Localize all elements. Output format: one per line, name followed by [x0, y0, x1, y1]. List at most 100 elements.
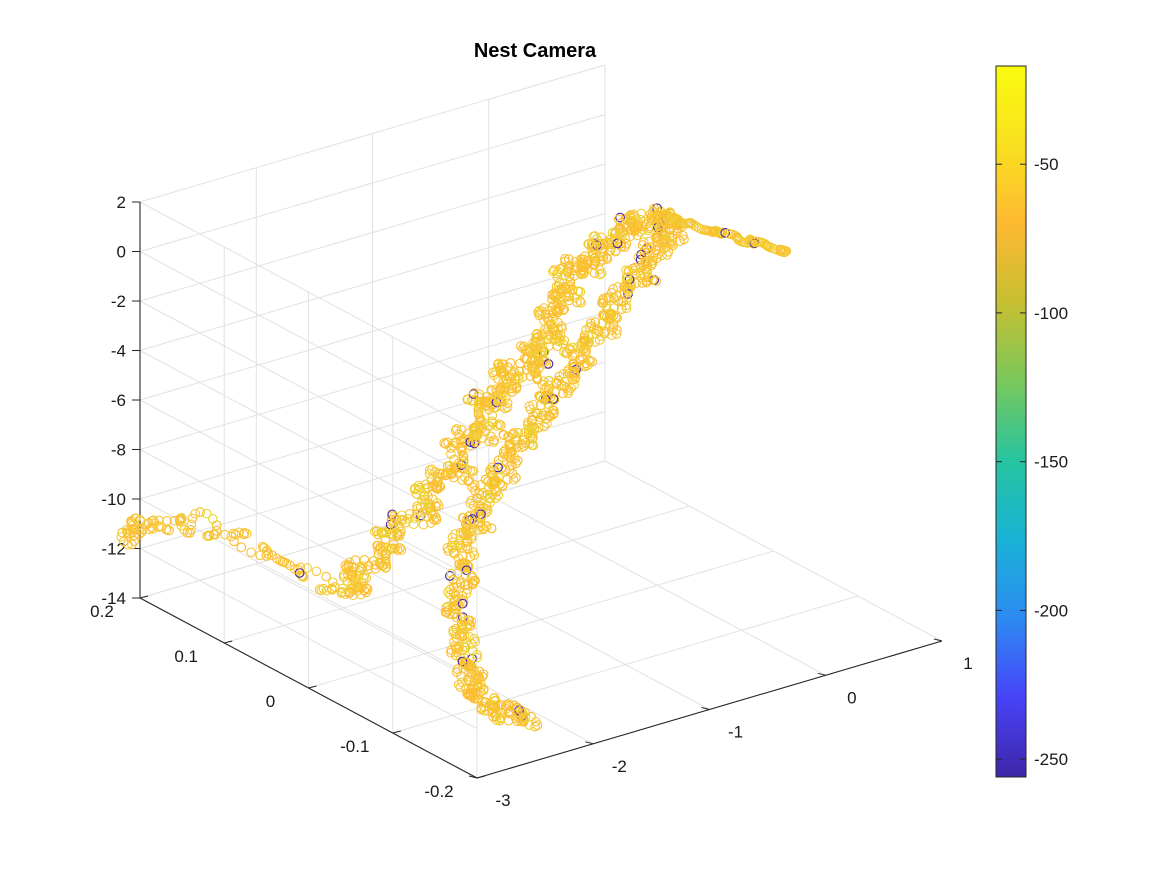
- scatter-point: [134, 529, 144, 540]
- scatter-point: [388, 539, 399, 549]
- scatter-point: [499, 387, 510, 398]
- z-tick-label: 0: [117, 243, 126, 262]
- scatter-point: [453, 679, 464, 690]
- scatter-point: [536, 306, 547, 317]
- scatter-point: [612, 238, 623, 249]
- scatter-point: [590, 317, 601, 327]
- scatter-point: [487, 410, 498, 421]
- scatter-point: [608, 319, 619, 330]
- scatter-point: [551, 305, 561, 315]
- scatter-point: [176, 513, 187, 524]
- scatter-point: [451, 423, 462, 434]
- scatter-point: [347, 583, 358, 594]
- scatter-point: [396, 545, 407, 556]
- scatter-point: [527, 422, 538, 432]
- scatter-point: [542, 418, 552, 428]
- scatter-point: [533, 307, 543, 317]
- scatter-point: [534, 308, 545, 319]
- scatter-point: [477, 423, 488, 434]
- scatter-point: [424, 465, 435, 475]
- scatter-point: [558, 305, 569, 315]
- scatter-point: [489, 484, 500, 494]
- colorbar: -50 -100 -150 -200 -250: [995, 65, 1068, 778]
- scatter-point: [434, 472, 445, 483]
- scatter-point: [582, 259, 593, 270]
- scatter-point: [581, 325, 591, 335]
- scatter-point: [473, 409, 484, 420]
- scatter-point: [415, 482, 425, 493]
- scatter-point: [576, 297, 586, 308]
- x-tick-mark: [468, 775, 478, 779]
- scatter-point: [655, 224, 666, 235]
- scatter-point: [447, 542, 458, 553]
- scatter-point: [473, 693, 483, 704]
- scatter-point: [302, 563, 312, 573]
- scatter-point: [460, 519, 471, 530]
- scatter-point: [517, 372, 528, 382]
- scatter-point: [454, 629, 465, 640]
- scatter-point: [508, 474, 519, 485]
- scatter-point: [455, 577, 466, 588]
- scatter-point: [549, 408, 559, 419]
- z-tick-label: -14: [101, 589, 126, 608]
- side-wall-grid-z: [139, 399, 478, 581]
- floor-grid-y: [308, 550, 774, 689]
- scatter-point: [530, 721, 540, 732]
- z-tick-label: -6: [111, 391, 126, 410]
- scatter-point: [182, 527, 193, 538]
- scatter-point: [503, 699, 513, 710]
- y-tick-label: 0.2: [90, 602, 114, 621]
- z-tick-label: -2: [111, 292, 126, 311]
- scatter-point: [380, 553, 391, 564]
- scatter-point: [424, 499, 435, 510]
- scatter-point: [505, 358, 516, 368]
- scatter-point: [328, 577, 338, 588]
- scatter-point: [537, 379, 548, 390]
- scatter-point: [409, 513, 420, 523]
- scatter-point: [487, 416, 497, 427]
- scatter-point: [336, 588, 347, 598]
- scatter-point: [537, 347, 548, 358]
- scatter-point: [528, 410, 539, 421]
- scatter-point: [358, 573, 369, 584]
- scatter-point: [464, 661, 474, 671]
- side-wall-grid-z: [139, 251, 478, 432]
- scatter-point: [226, 531, 237, 542]
- scatter-point: [550, 291, 561, 301]
- scatter-point: [621, 303, 632, 314]
- scatter-point: [396, 516, 406, 526]
- scatter-point: [558, 369, 569, 379]
- colorbar-tick-label: -50: [1034, 155, 1059, 174]
- scatter-point: [458, 624, 469, 635]
- y-tick-label: 0.1: [174, 647, 198, 666]
- scatter-point: [551, 378, 561, 389]
- y-tick-mark: [308, 685, 317, 689]
- scatter-point: [429, 514, 439, 525]
- colorbar-ticks: -50 -100 -150 -200 -250: [996, 155, 1068, 769]
- scatter-point: [337, 587, 348, 597]
- scatter-point: [720, 228, 731, 238]
- scatter-point: [594, 269, 605, 280]
- scatter-point: [665, 223, 676, 234]
- back-wall-grid-z: [139, 361, 606, 500]
- scatter-point: [220, 529, 230, 540]
- side-wall-grid-z: [139, 449, 478, 630]
- scatter-point: [528, 399, 539, 410]
- scatter-point: [454, 559, 465, 570]
- scatter-point: [553, 323, 563, 334]
- x-tick-label: 0: [847, 688, 856, 707]
- scatter-point: [543, 359, 554, 369]
- scatter-point: [516, 442, 527, 453]
- scatter-point: [481, 521, 492, 532]
- scatter-point: [464, 677, 475, 688]
- scatter-point: [343, 561, 354, 572]
- scatter-point: [582, 256, 593, 267]
- scatter-point: [564, 271, 575, 282]
- scatter-point: [458, 456, 469, 467]
- scatter-point: [553, 375, 564, 386]
- scatter-point: [467, 465, 478, 476]
- scatter-point: [153, 521, 164, 532]
- floor-grid-y: [224, 505, 690, 644]
- scatter-point: [539, 421, 549, 432]
- scatter-point: [549, 265, 560, 275]
